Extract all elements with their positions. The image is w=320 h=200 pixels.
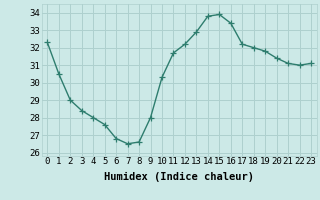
X-axis label: Humidex (Indice chaleur): Humidex (Indice chaleur): [104, 172, 254, 182]
